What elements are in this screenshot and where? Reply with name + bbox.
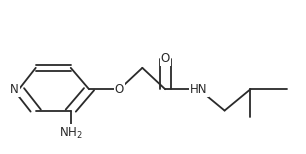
Text: N: N (10, 83, 19, 96)
Text: NH$_2$: NH$_2$ (59, 126, 83, 141)
Text: O: O (115, 83, 124, 96)
Text: HN: HN (190, 83, 207, 96)
Text: O: O (161, 52, 170, 65)
